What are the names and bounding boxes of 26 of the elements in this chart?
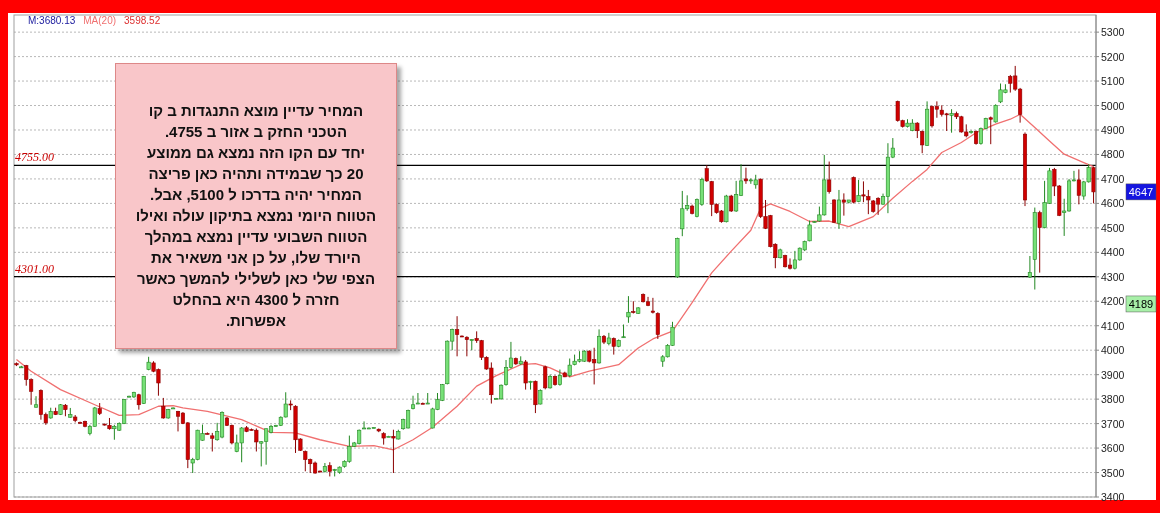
y-tick-label: 3600	[1101, 442, 1125, 455]
y-tick-label: 5200	[1101, 50, 1125, 63]
y-tick-label: 5100	[1101, 75, 1125, 88]
price-badge: 4647	[1125, 183, 1157, 201]
y-tick-label: 4000	[1101, 344, 1125, 357]
y-tick-label: 3700	[1101, 417, 1125, 430]
header: M:3680.13 MA(20) 3598.52	[28, 15, 161, 26]
y-tick-label: 4800	[1101, 148, 1125, 161]
y-tick-label: 4400	[1101, 246, 1125, 259]
y-tick-label: 3400	[1101, 491, 1125, 503]
ref-line-label: 4301.00	[15, 261, 54, 276]
y-tick-label: 3500	[1101, 466, 1125, 479]
y-tick-label: 4600	[1101, 197, 1125, 210]
ref-line-label: 4755.00	[15, 150, 54, 165]
y-tick-label: 5300	[1101, 26, 1125, 39]
y-tick-label: 4900	[1101, 123, 1125, 136]
y-tick-label: 4200	[1101, 295, 1125, 308]
y-tick-label: 4100	[1101, 319, 1125, 332]
price-badge: 4189	[1125, 295, 1157, 313]
y-tick-label: 4300	[1101, 270, 1125, 283]
y-tick-label: 5000	[1101, 99, 1125, 112]
y-tick-label: 4700	[1101, 172, 1125, 185]
y-tick-label: 4500	[1101, 221, 1125, 234]
y-tick-label: 3900	[1101, 368, 1125, 381]
text: המחיר עדיין מוצא התנגדות ב קו הטכני החזק ב אזור ב 4755. יחד עם הקו הזה נמצא גם ממוצע 20 כך שבמידה ותהיה כאן פריצה המחיר יהיה בדרכו ל 5100, אבל. הטווח היומי נמצא בתיקון עולה ואילו הטווח השבועי עדיין נמצא במהלך היורד שלו, על כן אני משאיר את הצפי שלי כאן לשלילי להמשך כאשר חזרה ל 4300 היא בהחלט אפשרות.	[135, 102, 377, 329]
y-tick-label: 3800	[1101, 393, 1125, 406]
